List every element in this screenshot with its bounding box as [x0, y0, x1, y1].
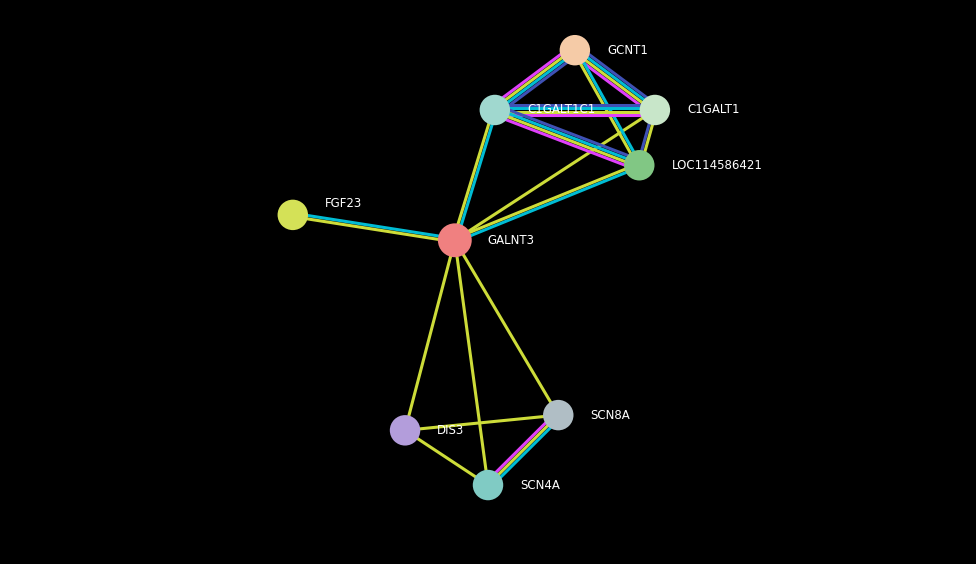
Text: FGF23: FGF23: [325, 197, 362, 210]
Circle shape: [472, 470, 504, 500]
Circle shape: [479, 95, 510, 125]
Text: C1GALT1C1: C1GALT1C1: [527, 103, 595, 117]
Text: GALNT3: GALNT3: [487, 233, 534, 247]
Circle shape: [639, 95, 671, 125]
Text: SCN4A: SCN4A: [520, 478, 560, 492]
Text: DIS3: DIS3: [437, 424, 465, 437]
Circle shape: [543, 400, 574, 430]
Text: SCN8A: SCN8A: [590, 408, 630, 422]
Circle shape: [624, 150, 655, 180]
Text: LOC114586421: LOC114586421: [671, 158, 762, 172]
Circle shape: [438, 223, 471, 257]
Circle shape: [389, 415, 421, 446]
Circle shape: [559, 35, 590, 65]
Text: GCNT1: GCNT1: [607, 43, 648, 57]
Text: C1GALT1: C1GALT1: [687, 103, 740, 117]
Circle shape: [277, 200, 308, 230]
